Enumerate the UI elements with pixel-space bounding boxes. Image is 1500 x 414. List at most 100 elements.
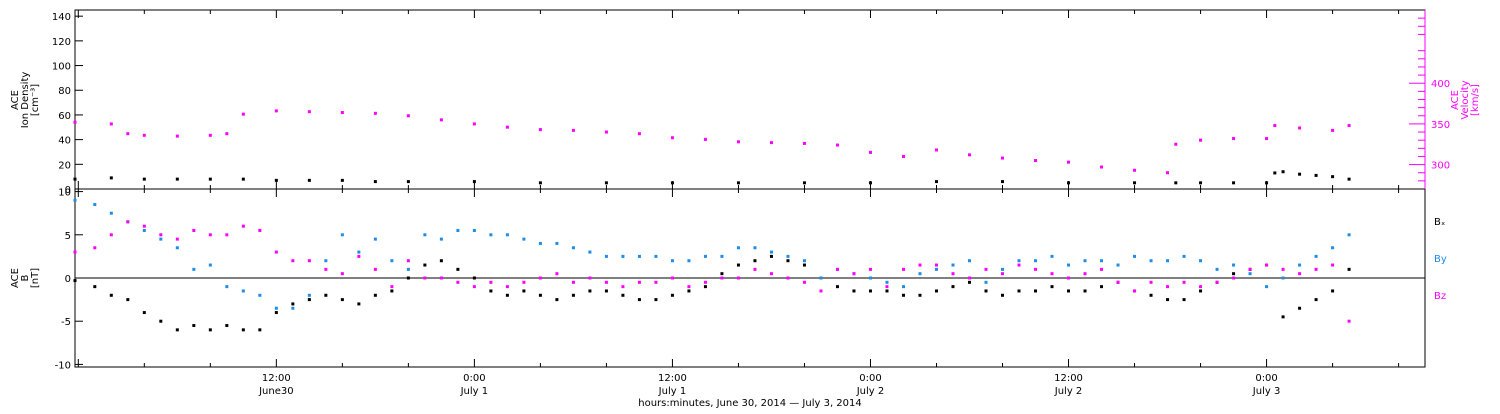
- field-axis-label-line3: [nT]: [30, 268, 41, 288]
- density-point: [934, 180, 938, 184]
- velocity-point: [439, 118, 443, 122]
- velocity-point: [208, 133, 212, 137]
- by-point: [918, 272, 922, 276]
- bz-point: [885, 285, 889, 289]
- by-point: [1265, 285, 1269, 289]
- bx-point: [307, 298, 311, 302]
- velocity-point: [1232, 137, 1236, 141]
- bx-point: [439, 259, 443, 263]
- bz-point: [307, 259, 311, 263]
- bx-point: [159, 319, 163, 323]
- density-axis-label-line3: [cm⁻³]: [30, 84, 41, 116]
- bz-point: [1298, 272, 1302, 276]
- density-point: [1314, 173, 1318, 177]
- by-point: [1067, 263, 1071, 267]
- bz-point: [1034, 267, 1038, 271]
- density-point: [406, 180, 410, 184]
- bx-point: [472, 276, 476, 280]
- bx-point: [984, 289, 988, 293]
- velocity-point: [736, 140, 740, 144]
- field-axis-label-line1: ACE: [10, 268, 21, 288]
- bz-point: [1215, 280, 1219, 284]
- bz-point: [1314, 267, 1318, 271]
- bz-point: [274, 250, 278, 254]
- field-tick-label: -5: [61, 317, 71, 328]
- velocity-point: [802, 141, 806, 145]
- by-point: [1248, 272, 1252, 276]
- by-point: [208, 263, 212, 267]
- bx-point: [142, 311, 146, 315]
- bx-point: [406, 276, 410, 280]
- bx-point: [1083, 289, 1087, 293]
- density-point: [538, 181, 542, 185]
- velocity-point: [835, 143, 839, 147]
- bx-point: [571, 293, 575, 297]
- bz-point: [1050, 272, 1054, 276]
- by-point: [307, 293, 311, 297]
- top-panel-frame: [74, 9, 1426, 190]
- density-tick-label: 0: [65, 185, 71, 196]
- velocity-axis-label-line2: Velocity: [1460, 80, 1471, 119]
- by-point: [1182, 254, 1186, 258]
- bx-point: [901, 293, 905, 297]
- by-point: [1100, 259, 1104, 263]
- velocity-point: [1166, 171, 1170, 175]
- velocity-point: [967, 153, 971, 157]
- velocity-tick-label: 350: [1431, 120, 1450, 131]
- bz-point: [241, 224, 245, 228]
- bx-point: [670, 293, 674, 297]
- field-tick-label: 0: [65, 274, 71, 285]
- by-point: [538, 241, 542, 245]
- time-tick-label: 0:00: [463, 373, 485, 384]
- velocity-point: [274, 109, 278, 113]
- bz-point: [984, 267, 988, 271]
- density-axis-label: ACE Ion Density [cm⁻³]: [10, 72, 41, 129]
- by-point: [505, 233, 509, 237]
- bx-point: [918, 293, 922, 297]
- bz-point: [934, 263, 938, 267]
- density-tick-label: 60: [58, 111, 71, 122]
- velocity-point: [307, 110, 311, 114]
- bz-point: [670, 276, 674, 280]
- field-tick-label: 10: [58, 188, 71, 199]
- by-point: [687, 259, 691, 263]
- density-point: [1067, 181, 1071, 185]
- density-point: [1273, 171, 1277, 175]
- field-tick-label: 5: [65, 231, 71, 242]
- bz-point: [736, 276, 740, 280]
- by-point: [753, 246, 757, 250]
- bz-point: [703, 280, 707, 284]
- by-point: [423, 233, 427, 237]
- bz-point: [687, 285, 691, 289]
- bx-point: [73, 279, 77, 283]
- by-point: [720, 254, 724, 258]
- bx-point: [1017, 289, 1021, 293]
- time-tick-label: 0:00: [859, 373, 881, 384]
- bx-point: [951, 285, 955, 289]
- velocity-tick-label: 300: [1431, 161, 1450, 172]
- bz-point: [753, 267, 757, 271]
- bz-point: [1017, 263, 1021, 267]
- by-point: [142, 228, 146, 232]
- bx-point: [1232, 272, 1236, 276]
- bx-point: [109, 293, 113, 297]
- by-point: [1116, 263, 1120, 267]
- density-tick-label: 140: [52, 12, 71, 23]
- field-tick-label: -10: [55, 360, 71, 371]
- by-point: [604, 254, 608, 258]
- time-tick-label: 12:00: [658, 373, 687, 384]
- density-point: [340, 178, 344, 182]
- bx-point: [1166, 298, 1170, 302]
- density-point: [604, 181, 608, 185]
- bx-point: [505, 293, 509, 297]
- bz-point: [109, 233, 113, 237]
- field-axis-label-line2: B: [20, 274, 31, 281]
- density-point: [736, 181, 740, 185]
- by-point: [703, 254, 707, 258]
- bz-point: [1067, 276, 1071, 280]
- bz-point: [604, 280, 608, 284]
- bx-point: [423, 263, 427, 267]
- by-point: [1034, 259, 1038, 263]
- bx-point: [1182, 298, 1186, 302]
- bx-point: [1331, 289, 1335, 293]
